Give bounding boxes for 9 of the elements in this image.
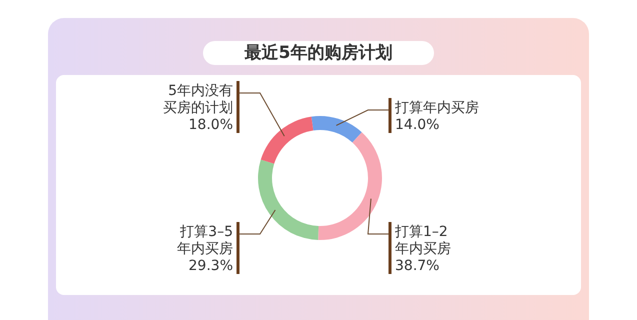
slice-label: 5年内没有买房的计划 [163, 83, 233, 116]
data-label: 29.3% [188, 258, 233, 274]
slice-label: 打算1–2年内买房 [394, 224, 451, 257]
data-label: 14.0% [395, 117, 440, 133]
chart-title: 最近5年的购房计划 [244, 43, 392, 63]
slice-label: 打算年内买房 [394, 100, 479, 116]
data-label: 18.0% [188, 117, 233, 133]
slice-label: 打算3–5年内买房 [177, 224, 233, 257]
data-label: 38.7% [395, 258, 440, 274]
